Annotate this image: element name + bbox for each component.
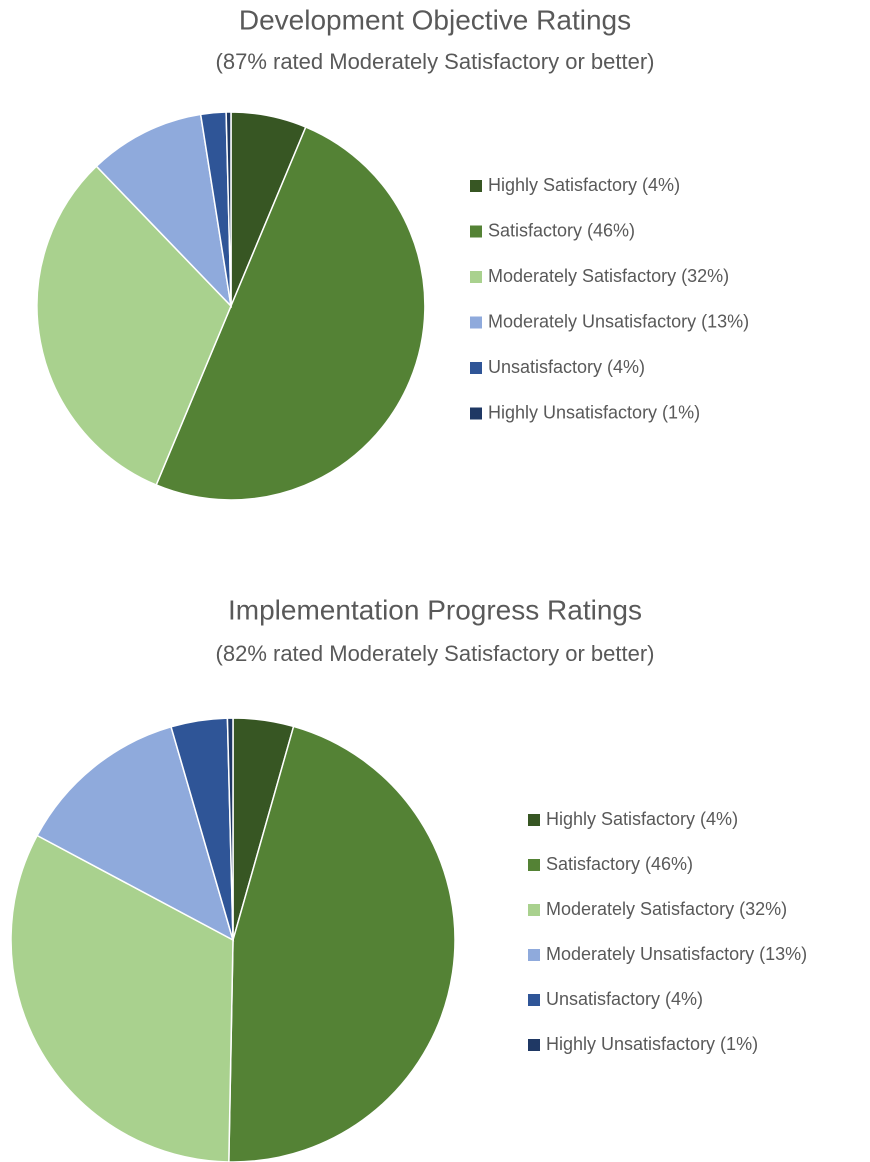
legend-label: Highly Unsatisfactory (1%) bbox=[546, 1034, 758, 1054]
legend-label: Highly Unsatisfactory (1%) bbox=[488, 402, 700, 422]
legend-swatch bbox=[528, 859, 540, 871]
pie-slice bbox=[225, 111, 232, 307]
legend-swatch bbox=[470, 225, 482, 238]
chart-subtitle: (82% rated Moderately Satisfactory or be… bbox=[216, 641, 655, 666]
legend-swatch bbox=[528, 904, 540, 916]
legend-swatch bbox=[470, 271, 482, 283]
legend-label: Satisfactory (46%) bbox=[546, 854, 693, 874]
legend-swatch bbox=[470, 407, 482, 420]
chart-title: Implementation Progress Ratings bbox=[228, 594, 642, 625]
pie-slice bbox=[228, 725, 456, 1162]
legend-swatch bbox=[528, 1039, 540, 1051]
legend-swatch bbox=[470, 316, 482, 329]
pie-slice bbox=[10, 834, 234, 1162]
pie-slice bbox=[95, 113, 233, 309]
pie-slice bbox=[36, 725, 235, 942]
legend-label: Highly Satisfactory (4%) bbox=[546, 809, 738, 829]
legend-label: Moderately Satisfactory (32%) bbox=[488, 266, 729, 286]
legend-label: Moderately Unsatisfactory (13%) bbox=[488, 311, 749, 331]
legend-swatch bbox=[528, 814, 540, 826]
legend-label: Unsatisfactory (4%) bbox=[546, 989, 703, 1009]
pie-slice bbox=[226, 717, 234, 941]
legend-label: Unsatisfactory (4%) bbox=[488, 357, 645, 377]
legend-swatch bbox=[470, 362, 482, 374]
legend-swatch bbox=[528, 994, 540, 1006]
legend-swatch bbox=[528, 949, 540, 961]
pie-slice bbox=[155, 126, 426, 501]
legend-label: Highly Satisfactory (4%) bbox=[488, 175, 680, 195]
legend-swatch bbox=[470, 180, 482, 192]
chart-title: Development Objective Ratings bbox=[239, 4, 631, 35]
legend-label: Satisfactory (46%) bbox=[488, 220, 635, 240]
pie-slice bbox=[36, 165, 232, 486]
chart-subtitle: (87% rated Moderately Satisfactory or be… bbox=[216, 49, 655, 74]
legend-label: Moderately Unsatisfactory (13%) bbox=[546, 944, 807, 964]
legend-label: Moderately Satisfactory (32%) bbox=[546, 899, 787, 919]
